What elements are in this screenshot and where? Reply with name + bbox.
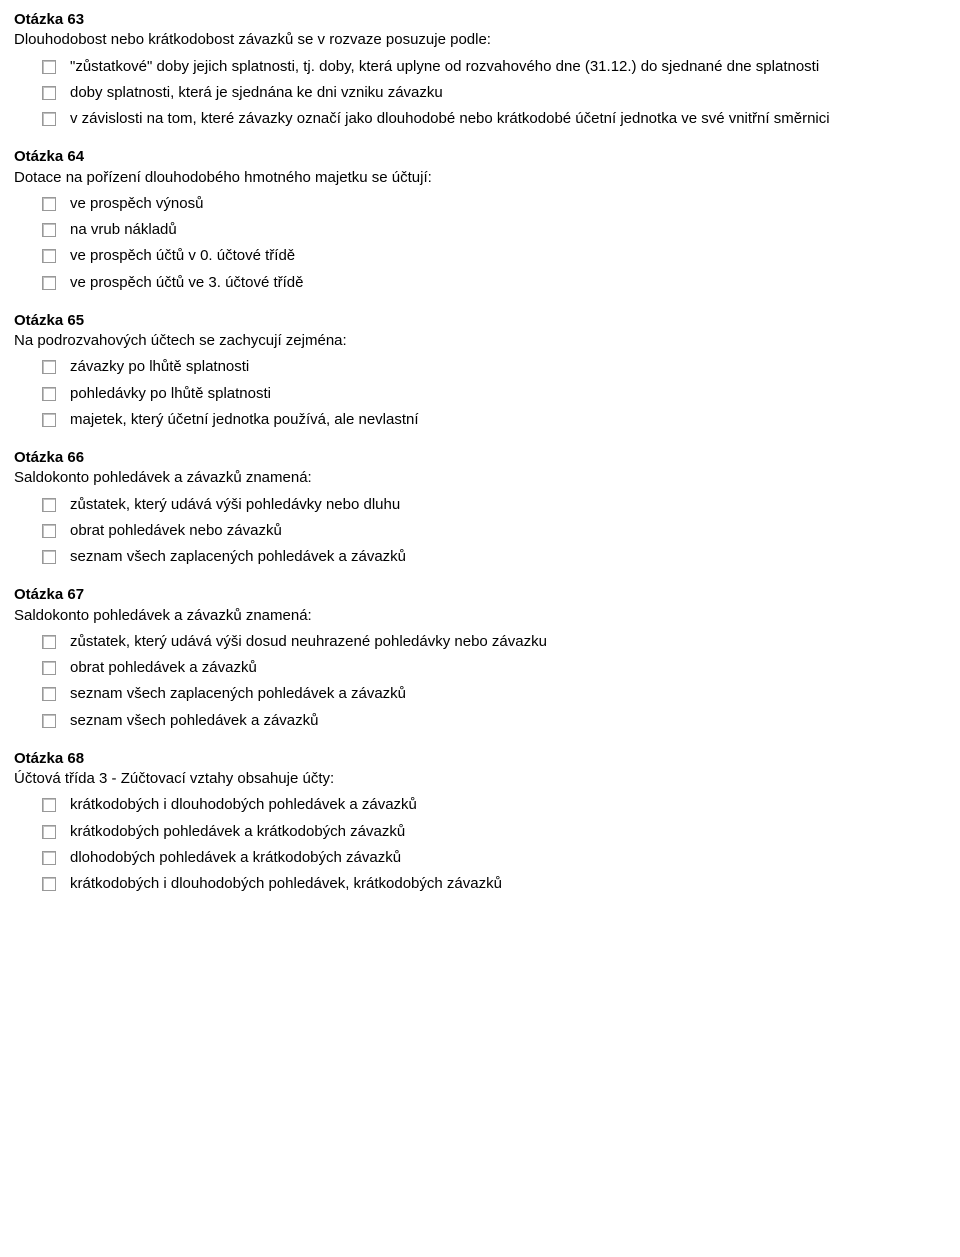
option: ve prospěch účtů v 0. účtové třídě [14, 246, 946, 266]
option: seznam všech zaplacených pohledávek a zá… [14, 547, 946, 567]
question-title: Otázka 67 [14, 585, 946, 605]
option-label: v závislosti na tom, které závazky označ… [70, 109, 946, 129]
option-label: seznam všech pohledávek a závazků [70, 711, 946, 731]
option-label: ve prospěch výnosů [70, 194, 946, 214]
question-text: Saldokonto pohledávek a závazků znamená: [14, 606, 946, 626]
option-label: obrat pohledávek a závazků [70, 658, 946, 678]
question-title: Otázka 65 [14, 311, 946, 331]
option-label: majetek, který účetní jednotka používá, … [70, 410, 946, 430]
question-title: Otázka 66 [14, 448, 946, 468]
option: pohledávky po lhůtě splatnosti [14, 384, 946, 404]
checkbox-icon[interactable] [42, 635, 56, 649]
option: "zůstatkové" doby jejich splatnosti, tj.… [14, 57, 946, 77]
option: krátkodobých i dlouhodobých pohledávek, … [14, 874, 946, 894]
option-label: závazky po lhůtě splatnosti [70, 357, 946, 377]
question-title: Otázka 64 [14, 147, 946, 167]
question: Otázka 67Saldokonto pohledávek a závazků… [14, 585, 946, 731]
option: krátkodobých i dlouhodobých pohledávek a… [14, 795, 946, 815]
options: ve prospěch výnosů na vrub nákladů ve pros… [14, 194, 946, 293]
checkbox-icon[interactable] [42, 877, 56, 891]
checkbox-icon[interactable] [42, 714, 56, 728]
question-text: Dlouhodobost nebo krátkodobost závazků s… [14, 30, 946, 50]
option: zůstatek, který udává výši pohledávky ne… [14, 495, 946, 515]
option-label: "zůstatkové" doby jejich splatnosti, tj.… [70, 57, 946, 77]
question: Otázka 64Dotace na pořízení dlouhodobého… [14, 147, 946, 293]
checkbox-icon[interactable] [42, 498, 56, 512]
checkbox-icon[interactable] [42, 86, 56, 100]
option-label: seznam všech zaplacených pohledávek a zá… [70, 547, 946, 567]
option: doby splatnosti, která je sjednána ke dn… [14, 83, 946, 103]
options: zůstatek, který udává výši dosud neuhraz… [14, 632, 946, 731]
option-label: obrat pohledávek nebo závazků [70, 521, 946, 541]
option-label: ve prospěch účtů v 0. účtové třídě [70, 246, 946, 266]
option-label: zůstatek, který udává výši pohledávky ne… [70, 495, 946, 515]
option: zůstatek, který udává výši dosud neuhraz… [14, 632, 946, 652]
checkbox-icon[interactable] [42, 550, 56, 564]
option-label: ve prospěch účtů ve 3. účtové třídě [70, 273, 946, 293]
checkbox-icon[interactable] [42, 360, 56, 374]
option-label: krátkodobých pohledávek a krátkodobých z… [70, 822, 946, 842]
option: ve prospěch výnosů [14, 194, 946, 214]
option-label: krátkodobých i dlouhodobých pohledávek a… [70, 795, 946, 815]
option: závazky po lhůtě splatnosti [14, 357, 946, 377]
option: v závislosti na tom, které závazky označ… [14, 109, 946, 129]
question-text: Dotace na pořízení dlouhodobého hmotného… [14, 168, 946, 188]
question-title: Otázka 68 [14, 749, 946, 769]
question-text: Na podrozvahových účtech se zachycují ze… [14, 331, 946, 351]
checkbox-icon[interactable] [42, 413, 56, 427]
checkbox-icon[interactable] [42, 276, 56, 290]
option-label: pohledávky po lhůtě splatnosti [70, 384, 946, 404]
option-label: seznam všech zaplacených pohledávek a zá… [70, 684, 946, 704]
options: "zůstatkové" doby jejich splatnosti, tj.… [14, 57, 946, 130]
option: obrat pohledávek a závazků [14, 658, 946, 678]
checkbox-icon[interactable] [42, 60, 56, 74]
option: na vrub nákladů [14, 220, 946, 240]
question-text: Saldokonto pohledávek a závazků znamená: [14, 468, 946, 488]
page: Otázka 63Dlouhodobost nebo krátkodobost … [0, 0, 960, 1257]
question: Otázka 65Na podrozvahových účtech se zac… [14, 311, 946, 430]
option: krátkodobých pohledávek a krátkodobých z… [14, 822, 946, 842]
question: Otázka 68Účtová třída 3 - Zúčtovací vzta… [14, 749, 946, 895]
checkbox-icon[interactable] [42, 661, 56, 675]
checkbox-icon[interactable] [42, 112, 56, 126]
checkbox-icon[interactable] [42, 524, 56, 538]
checkbox-icon[interactable] [42, 798, 56, 812]
option-label: zůstatek, který udává výši dosud neuhraz… [70, 632, 946, 652]
checkbox-icon[interactable] [42, 387, 56, 401]
option: dlohodobých pohledávek a krátkodobých zá… [14, 848, 946, 868]
checkbox-icon[interactable] [42, 249, 56, 263]
checkbox-icon[interactable] [42, 223, 56, 237]
question-text: Účtová třída 3 - Zúčtovací vztahy obsahu… [14, 769, 946, 789]
options: zůstatek, který udává výši pohledávky ne… [14, 495, 946, 568]
options: krátkodobých i dlouhodobých pohledávek a… [14, 795, 946, 894]
options: závazky po lhůtě splatnosti pohledávky po… [14, 357, 946, 430]
question: Otázka 63Dlouhodobost nebo krátkodobost … [14, 10, 946, 129]
checkbox-icon[interactable] [42, 851, 56, 865]
question: Otázka 66Saldokonto pohledávek a závazků… [14, 448, 946, 567]
option: obrat pohledávek nebo závazků [14, 521, 946, 541]
option: seznam všech pohledávek a závazků [14, 711, 946, 731]
option: majetek, který účetní jednotka používá, … [14, 410, 946, 430]
option-label: doby splatnosti, která je sjednána ke dn… [70, 83, 946, 103]
option-label: na vrub nákladů [70, 220, 946, 240]
checkbox-icon[interactable] [42, 825, 56, 839]
option-label: krátkodobých i dlouhodobých pohledávek, … [70, 874, 946, 894]
option: seznam všech zaplacených pohledávek a zá… [14, 684, 946, 704]
checkbox-icon[interactable] [42, 197, 56, 211]
checkbox-icon[interactable] [42, 687, 56, 701]
option-label: dlohodobých pohledávek a krátkodobých zá… [70, 848, 946, 868]
question-title: Otázka 63 [14, 10, 946, 30]
option: ve prospěch účtů ve 3. účtové třídě [14, 273, 946, 293]
